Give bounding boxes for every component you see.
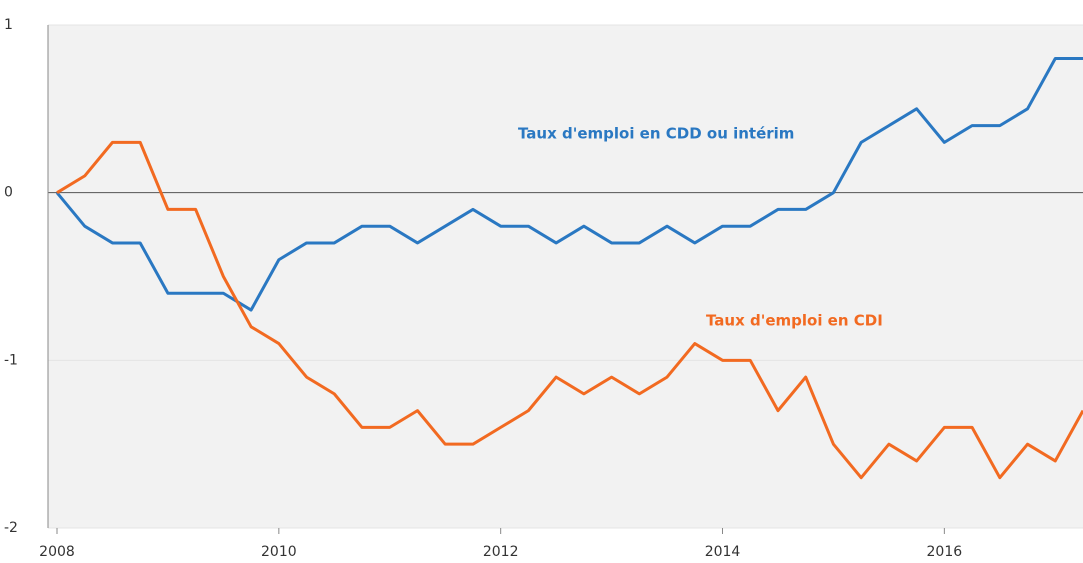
y-tick-label: -2 [4, 520, 18, 536]
x-tick-label: 2008 [39, 544, 75, 560]
x-tick-label: 2014 [705, 544, 741, 560]
x-tick-label: 2012 [483, 544, 519, 560]
y-tick-label: 1 [4, 17, 13, 33]
series-line [55, 57, 1083, 312]
series-label: Taux d'emploi en CDI [706, 312, 883, 330]
y-tick-label: -1 [4, 352, 18, 368]
x-tick-label: 2010 [261, 544, 297, 560]
series-line [56, 140, 1083, 480]
x-tick-label: 2016 [927, 544, 963, 560]
y-tick-label: 0 [4, 185, 13, 201]
series-label: Taux d'emploi en CDD ou intérim [518, 125, 794, 143]
plot-area [48, 25, 1083, 528]
